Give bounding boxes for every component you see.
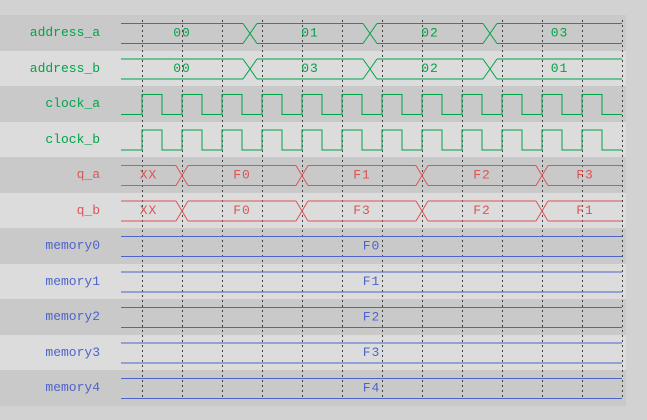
signal-row-band-memory4 [0, 370, 626, 406]
bus-value: 00 [173, 26, 191, 41]
signal-label-address-a[interactable]: address_a [29, 25, 100, 40]
signal-label-memory0[interactable]: memory0 [45, 238, 100, 253]
bus-wave-memory2 [121, 307, 622, 328]
signal-label-memory3[interactable]: memory3 [45, 344, 100, 360]
bus-wave-address-a [121, 23, 622, 44]
bus-value: F0 [233, 168, 251, 183]
signal-row-band-memory2 [0, 299, 626, 335]
signal-row-band-q-b [0, 192, 626, 228]
bus-value: F1 [363, 274, 381, 289]
bus-wave-address-b [121, 58, 622, 80]
bus-value: 03 [301, 61, 319, 76]
signal-label-memory1[interactable]: memory1 [45, 273, 100, 289]
bus-value: F1 [576, 203, 594, 218]
bus-wave-memory1 [121, 271, 622, 293]
bus-wave-memory3 [121, 342, 622, 364]
signal-row-band-memory1 [0, 263, 626, 299]
bus-value: F2 [473, 203, 491, 218]
bus-wave-q-a [121, 165, 622, 186]
signal-label-clock-b[interactable]: clock_b [45, 131, 100, 147]
clock-wave-clock-a [121, 94, 622, 115]
signal-row-band-q-a [0, 157, 626, 193]
bus-value: 01 [551, 61, 569, 76]
bus-value: 02 [421, 26, 439, 41]
signal-label-memory2[interactable]: memory2 [45, 309, 100, 324]
bus-value: F0 [363, 239, 381, 254]
signal-row-band-address-a [0, 15, 626, 51]
bus-value: 03 [551, 26, 569, 41]
bus-value: XX [140, 203, 158, 218]
signal-row-band-memory0 [0, 228, 626, 264]
bus-wave-memory0 [121, 236, 622, 257]
signal-label-q-a[interactable]: q_a [76, 167, 100, 182]
bus-value: F1 [353, 168, 371, 183]
bus-value: F4 [363, 381, 381, 396]
signal-row-band-memory3 [0, 334, 626, 370]
bus-value: XX [140, 168, 158, 183]
bus-value: F3 [363, 345, 381, 360]
bus-wave-q-b [121, 200, 622, 222]
signal-label-clock-a[interactable]: clock_a [45, 96, 100, 111]
bus-value: F2 [473, 168, 491, 183]
signal-row-band-address-b [0, 50, 626, 86]
bus-value: F3 [576, 168, 594, 183]
clock-wave-clock-b [121, 129, 622, 151]
bus-value: 01 [301, 26, 319, 41]
signal-label-address-b[interactable]: address_b [29, 60, 100, 76]
bus-wave-memory4 [121, 378, 622, 399]
bus-value: 02 [421, 61, 439, 76]
bus-value: F0 [233, 203, 251, 218]
signal-label-q-b[interactable]: q_b [76, 202, 100, 218]
bus-value: F2 [363, 310, 381, 325]
bus-value: F3 [353, 203, 371, 218]
bus-value: 00 [173, 61, 191, 76]
signal-label-memory4[interactable]: memory4 [45, 380, 100, 395]
